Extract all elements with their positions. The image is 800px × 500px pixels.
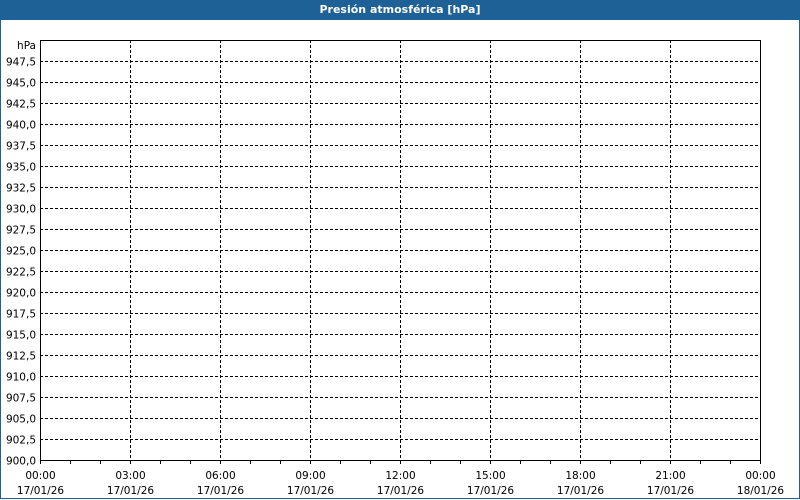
- y-tick-label: 945,0: [6, 78, 36, 90]
- x-tick-date: 17/01/26: [467, 485, 514, 497]
- y-tick-label: 925,0: [6, 246, 36, 258]
- x-tick-date: 17/01/26: [17, 485, 64, 497]
- x-tick-date: 17/01/26: [287, 485, 334, 497]
- x-tick-time: 00:00: [745, 470, 775, 482]
- y-tick-label: 942,5: [6, 99, 36, 111]
- y-tick-label: 907,5: [6, 393, 36, 405]
- x-tick-date: 17/01/26: [197, 485, 244, 497]
- y-tick-label: 915,0: [6, 330, 36, 342]
- x-tick-time: 09:00: [295, 470, 325, 482]
- x-tick-time: 21:00: [655, 470, 685, 482]
- x-tick-time: 00:00: [25, 470, 55, 482]
- y-tick-label: 940,0: [6, 120, 36, 132]
- x-tick-date: 17/01/26: [107, 485, 154, 497]
- y-tick-label: 935,0: [6, 162, 36, 174]
- x-tick-date: 18/01/26: [737, 485, 784, 497]
- x-tick-date: 17/01/26: [377, 485, 424, 497]
- y-tick-label: 947,5: [6, 57, 36, 69]
- y-tick-label: 927,5: [6, 225, 36, 237]
- y-tick-label: 905,0: [6, 414, 36, 426]
- y-tick-label: 910,0: [6, 372, 36, 384]
- y-tick-label: 922,5: [6, 267, 36, 279]
- x-tick-time: 03:00: [115, 470, 145, 482]
- x-tick-time: 06:00: [205, 470, 235, 482]
- y-tick-label: 900,0: [6, 456, 36, 468]
- y-tick-label: 937,5: [6, 141, 36, 153]
- plot-area: [40, 40, 761, 461]
- x-tick-date: 17/01/26: [647, 485, 694, 497]
- y-tick-label: 920,0: [6, 288, 36, 300]
- chart-title: Presión atmosférica [hPa]: [0, 0, 800, 20]
- x-tick-time: 15:00: [475, 470, 505, 482]
- x-tick-time: 12:00: [385, 470, 415, 482]
- x-tick-time: 18:00: [565, 470, 595, 482]
- y-tick-label: 912,5: [6, 351, 36, 363]
- y-axis-unit: hPa: [17, 40, 36, 52]
- y-tick-label: 917,5: [6, 309, 36, 321]
- y-tick-label: 902,5: [6, 435, 36, 447]
- y-tick-label: 932,5: [6, 183, 36, 195]
- x-tick-date: 17/01/26: [557, 485, 604, 497]
- y-tick-label: 930,0: [6, 204, 36, 216]
